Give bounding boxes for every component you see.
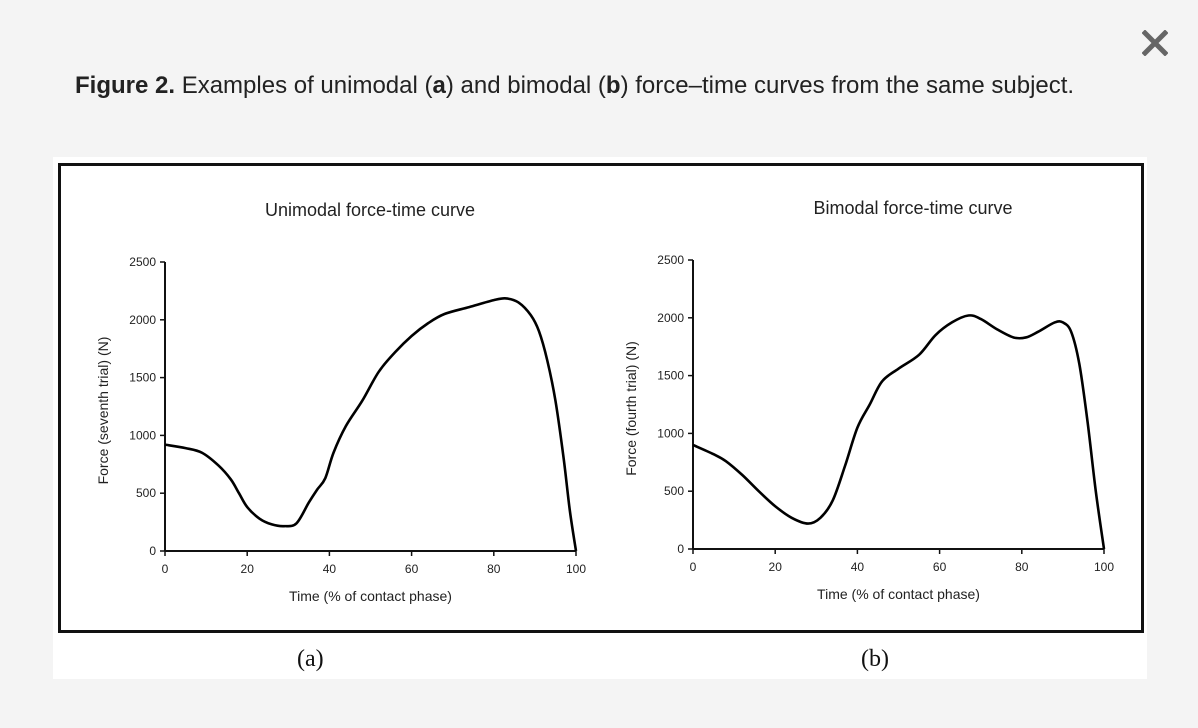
close-icon bbox=[1142, 30, 1168, 56]
y-tick-label: 1000 bbox=[657, 426, 684, 440]
y-tick-label: 500 bbox=[664, 484, 684, 498]
y-tick-label: 2000 bbox=[657, 311, 684, 325]
caption-text: ) and bimodal ( bbox=[445, 72, 606, 99]
x-tick-label: 20 bbox=[769, 560, 783, 574]
x-tick-label: 100 bbox=[566, 562, 586, 576]
y-tick-label: 500 bbox=[136, 486, 156, 500]
caption-b: b bbox=[605, 72, 621, 99]
figure-caption: Figure 2. Examples of unimodal (a) and b… bbox=[75, 66, 1125, 106]
x-axis-label: Time (% of contact phase) bbox=[289, 588, 452, 604]
x-tick-label: 60 bbox=[405, 562, 419, 576]
y-tick-label: 2500 bbox=[657, 253, 684, 267]
chart-title: Unimodal force-time curve bbox=[265, 200, 475, 220]
x-axis-label: Time (% of contact phase) bbox=[817, 586, 980, 602]
figure-frame bbox=[58, 163, 1144, 633]
data-line bbox=[692, 314, 1106, 550]
x-tick-label: 20 bbox=[241, 562, 255, 576]
x-tick-label: 40 bbox=[323, 562, 337, 576]
y-tick-label: 0 bbox=[677, 542, 684, 556]
x-tick-label: 0 bbox=[162, 562, 169, 576]
data-line bbox=[164, 297, 578, 552]
x-tick-label: 80 bbox=[487, 562, 501, 576]
x-tick-label: 100 bbox=[1094, 560, 1114, 574]
caption-text: ) force–time curves from the same subjec… bbox=[620, 72, 1075, 99]
y-tick-label: 1500 bbox=[129, 371, 156, 385]
x-tick-label: 60 bbox=[933, 560, 947, 574]
y-tick-label: 1500 bbox=[657, 369, 684, 383]
caption-text: Examples of unimodal ( bbox=[175, 72, 433, 99]
x-tick-label: 0 bbox=[690, 560, 697, 574]
y-tick-label: 0 bbox=[149, 544, 156, 558]
subfigure-label-a: (a) bbox=[297, 646, 324, 672]
chart-bimodal: Bimodal force-time curve0500100015002000… bbox=[623, 198, 1114, 602]
x-tick-label: 80 bbox=[1015, 560, 1029, 574]
y-tick-label: 2500 bbox=[129, 255, 156, 269]
y-axis-label: Force (seventh trial) (N) bbox=[95, 337, 111, 485]
caption-a: a bbox=[432, 72, 446, 99]
chart-title: Bimodal force-time curve bbox=[813, 198, 1012, 218]
close-button[interactable] bbox=[1138, 26, 1172, 60]
subfigure-label-b: (b) bbox=[861, 646, 889, 672]
y-axis-label: Force (fourth trial) (N) bbox=[623, 341, 639, 476]
x-tick-label: 40 bbox=[851, 560, 865, 574]
y-tick-label: 2000 bbox=[129, 313, 156, 327]
caption-label: Figure 2. bbox=[75, 72, 176, 99]
y-tick-label: 1000 bbox=[129, 428, 156, 442]
chart-unimodal: Unimodal force-time curve050010001500200… bbox=[95, 200, 586, 604]
